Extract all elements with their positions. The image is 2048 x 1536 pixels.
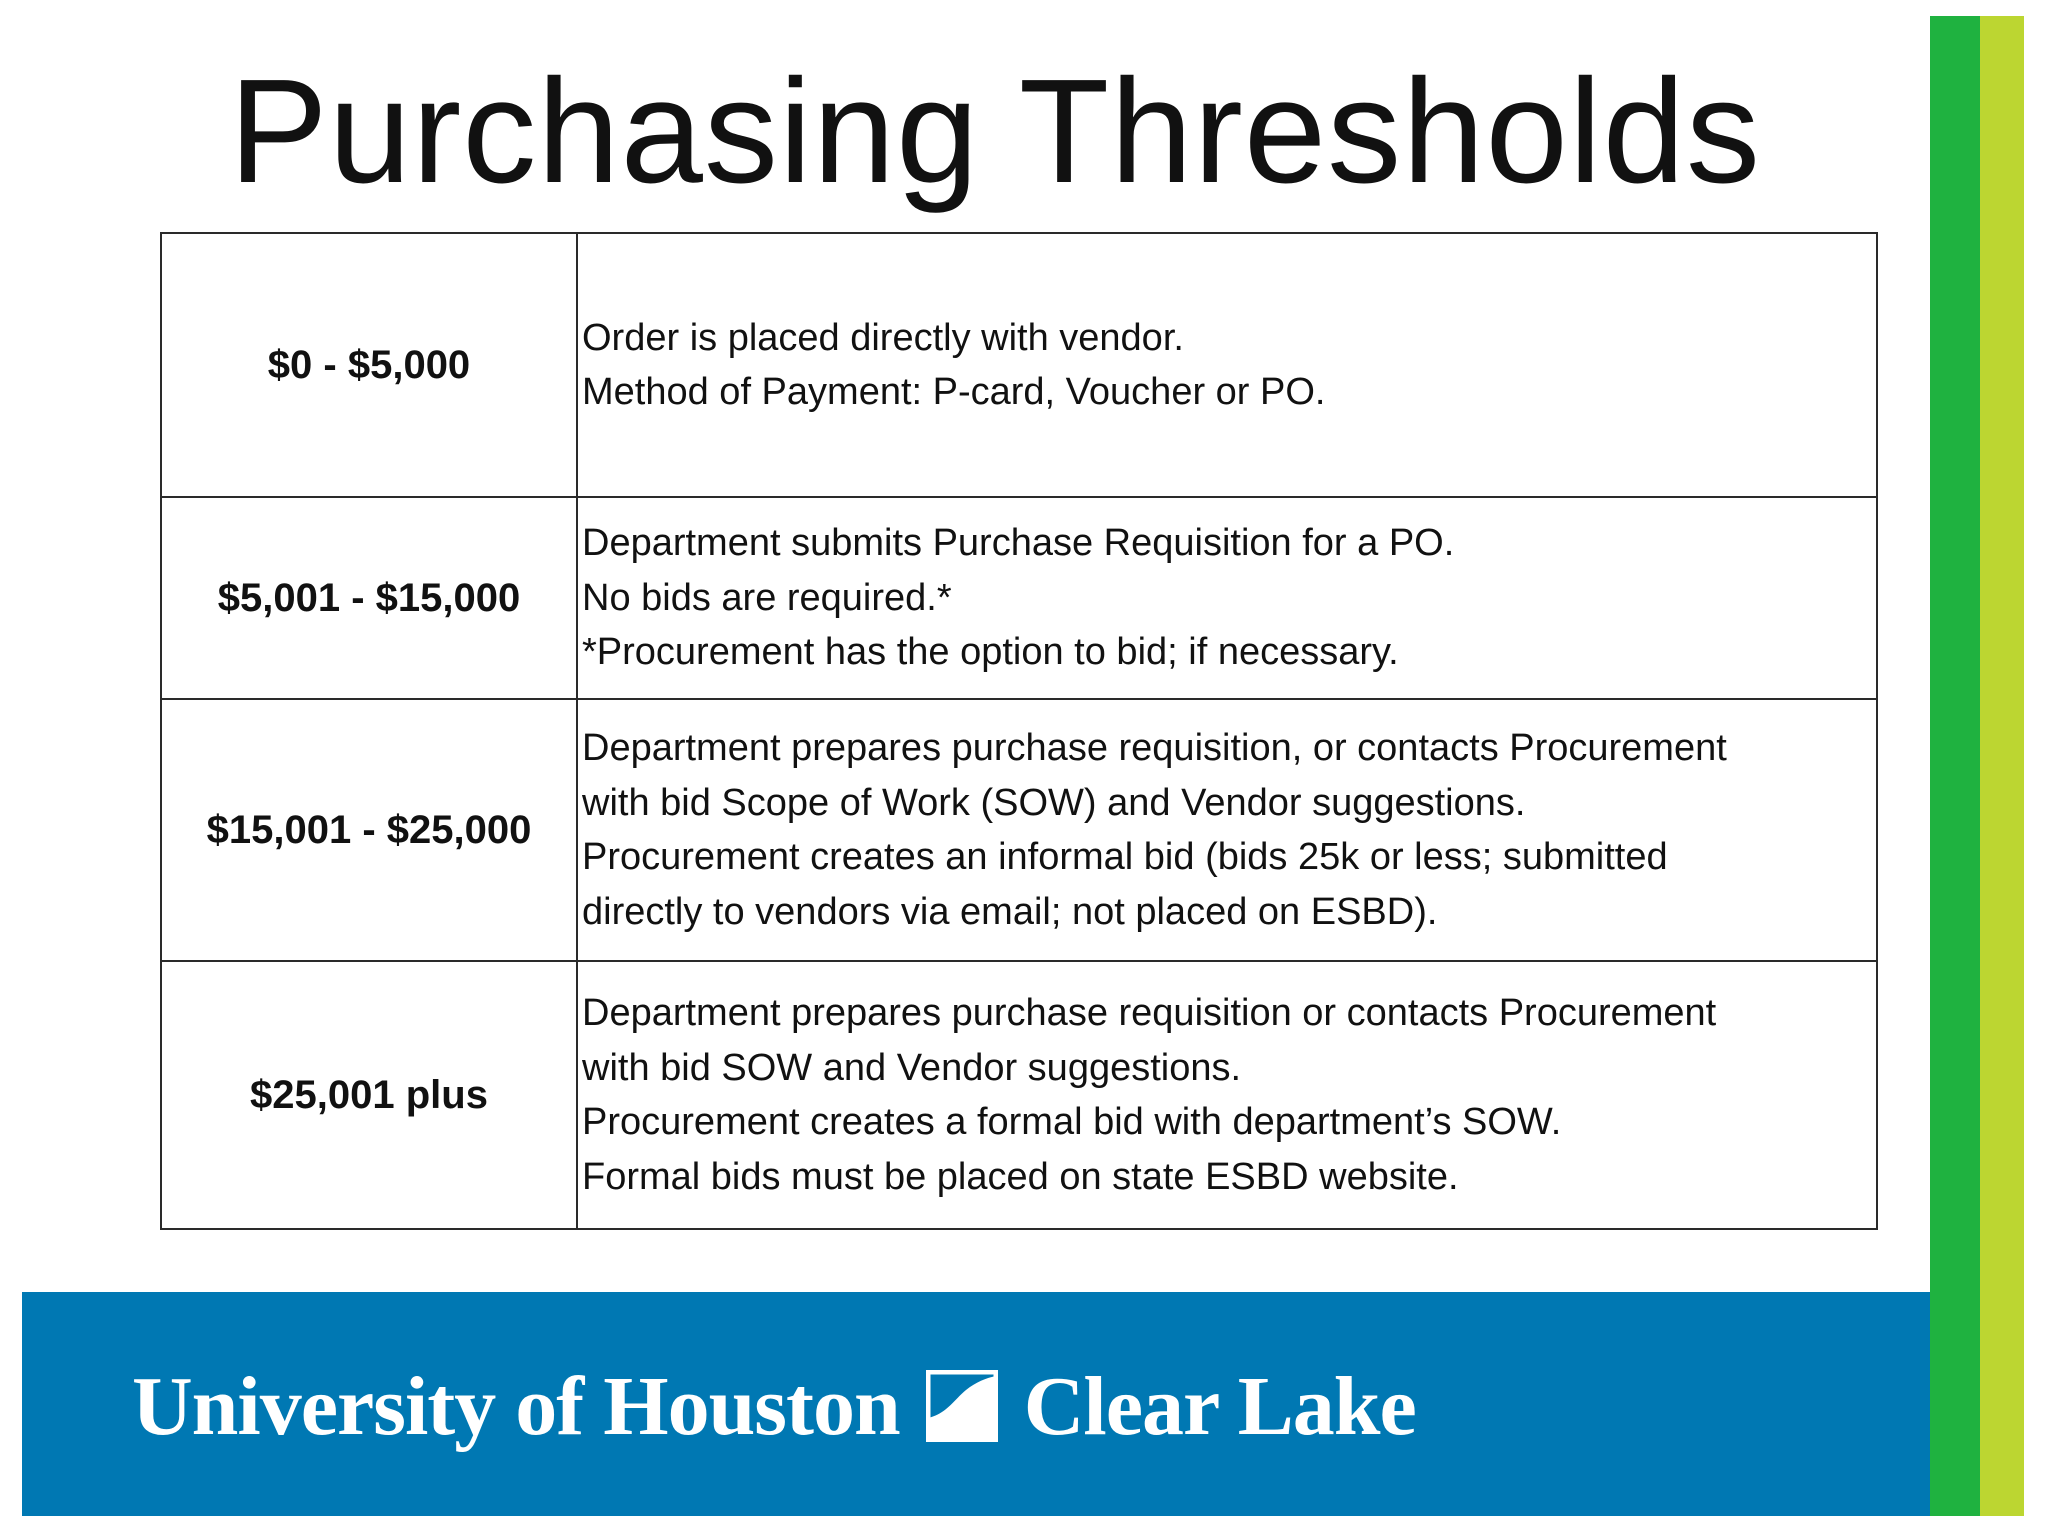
description-line: Formal bids must be placed on state ESBD… bbox=[582, 1155, 1459, 1198]
table-row: $15,001 - $25,000 Department prepares pu… bbox=[160, 698, 1878, 962]
threshold-description: Order is placed directly with vendor. Me… bbox=[576, 232, 1878, 498]
threshold-description: Department submits Purchase Requisition … bbox=[576, 496, 1878, 700]
university-logo: University of Houston Clear Lake bbox=[132, 1358, 1417, 1454]
logo-text-clear-lake: Clear Lake bbox=[1023, 1359, 1417, 1453]
description-line: directly to vendors via email; not place… bbox=[582, 890, 1438, 933]
table-row: $25,001 plus Department prepares purchas… bbox=[160, 960, 1878, 1230]
threshold-description: Department prepares purchase requisition… bbox=[576, 698, 1878, 962]
description-line: Department prepares purchase requisition… bbox=[582, 727, 1727, 769]
threshold-description: Department prepares purchase requisition… bbox=[576, 960, 1878, 1230]
description-line: *Procurement has the option to bid; if n… bbox=[582, 631, 1399, 674]
description-line: Department submits Purchase Requisition … bbox=[582, 522, 1455, 565]
green-accent-stripe bbox=[1930, 16, 1980, 1516]
description-line: Method of Payment: P-card, Voucher or PO… bbox=[582, 371, 1326, 413]
description-line: with bid Scope of Work (SOW) and Vendor … bbox=[582, 781, 1526, 824]
description-line: Procurement creates an informal bid (bid… bbox=[582, 836, 1668, 878]
lime-accent-stripe bbox=[1980, 16, 2024, 1516]
logo-text-university: University of Houston bbox=[132, 1359, 901, 1453]
description-line: No bids are required.* bbox=[582, 576, 952, 619]
table-row: $0 - $5,000 Order is placed directly wit… bbox=[160, 232, 1878, 498]
threshold-range: $0 - $5,000 bbox=[160, 232, 578, 498]
threshold-range: $15,001 - $25,000 bbox=[160, 698, 578, 962]
thresholds-table: $0 - $5,000 Order is placed directly wit… bbox=[160, 232, 1878, 1230]
description-line: Order is placed directly with vendor. bbox=[582, 316, 1184, 359]
uhcl-wave-icon bbox=[925, 1370, 998, 1442]
description-line: Procurement creates a formal bid with de… bbox=[582, 1101, 1562, 1143]
description-line: Department prepares purchase requisition… bbox=[582, 992, 1717, 1034]
threshold-range: $25,001 plus bbox=[160, 960, 578, 1230]
footer-band: University of Houston Clear Lake bbox=[22, 1292, 1930, 1516]
description-line: with bid SOW and Vendor suggestions. bbox=[582, 1046, 1242, 1089]
page-title: Purchasing Thresholds bbox=[228, 49, 1761, 214]
table-row: $5,001 - $15,000 Department submits Purc… bbox=[160, 496, 1878, 700]
threshold-range: $5,001 - $15,000 bbox=[160, 496, 578, 700]
